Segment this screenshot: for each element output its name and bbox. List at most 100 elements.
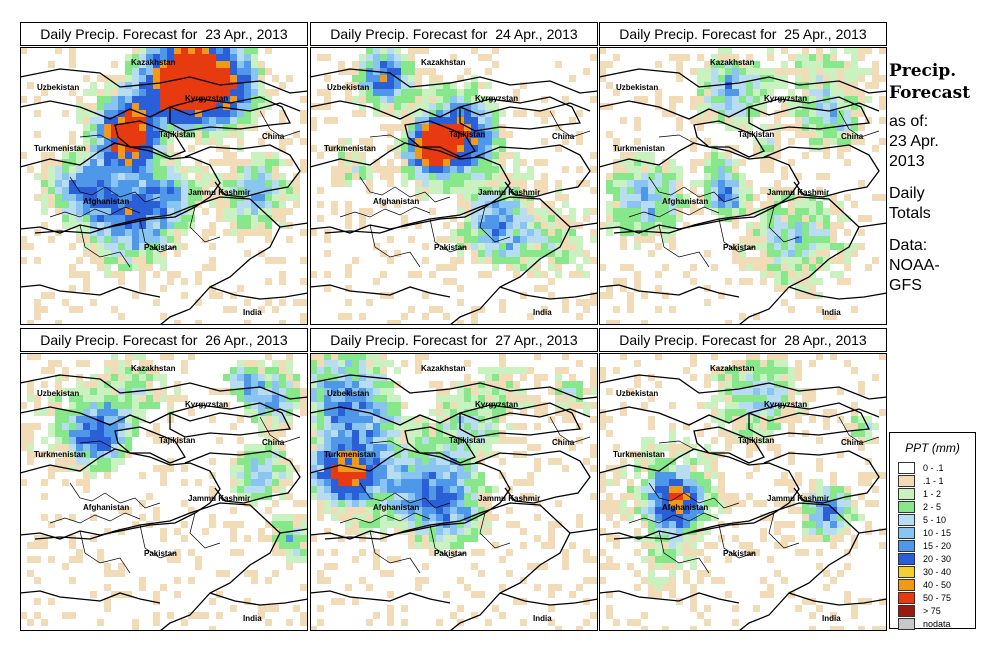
- precip-cell: [359, 479, 366, 486]
- precip-cell: [48, 423, 55, 430]
- precip-cell: [837, 75, 844, 82]
- precip-cell: [76, 451, 83, 458]
- precip-cell: [279, 187, 286, 194]
- precip-cell: [485, 173, 492, 180]
- precip-cell: [492, 215, 499, 222]
- precip-cell: [662, 486, 669, 493]
- map-label: Kyrgyzstan: [764, 94, 807, 103]
- precip-cell: [230, 292, 237, 299]
- precip-cell: [634, 187, 641, 194]
- precip-cell: [732, 180, 739, 187]
- precip-cell: [76, 166, 83, 173]
- precip-cell: [394, 96, 401, 103]
- precip-cell: [125, 395, 132, 402]
- precip-cell: [387, 451, 394, 458]
- precip-cell: [809, 264, 816, 271]
- precip-cell: [272, 437, 279, 444]
- precip-cell: [118, 82, 125, 89]
- precip-cell: [471, 152, 478, 159]
- precip-cell: [174, 236, 181, 243]
- precip-cell: [669, 465, 676, 472]
- precip-cell: [265, 166, 272, 173]
- precip-cell: [492, 257, 499, 264]
- precip-cell: [450, 402, 457, 409]
- precip-cell: [76, 110, 83, 117]
- precip-cell: [662, 500, 669, 507]
- precip-cell: [704, 451, 711, 458]
- precip-cell: [711, 173, 718, 180]
- map-label: Uzbekistan: [616, 83, 658, 92]
- precip-cell: [746, 264, 753, 271]
- precip-cell: [541, 374, 548, 381]
- precip-cell: [534, 236, 541, 243]
- legend-label: 15 - 20: [923, 540, 952, 551]
- precip-cell: [83, 180, 90, 187]
- precip-cell: [527, 563, 534, 570]
- precip-cell: [548, 528, 555, 535]
- precip-cell: [739, 180, 746, 187]
- border-line: [279, 528, 308, 534]
- precip-cell: [767, 250, 774, 257]
- precip-cell: [760, 103, 767, 110]
- precip-cell: [781, 374, 788, 381]
- precip-cell: [97, 159, 104, 166]
- precip-cell: [781, 194, 788, 201]
- precip-cell: [223, 75, 230, 82]
- precip-cell: [125, 437, 132, 444]
- precip-cell: [816, 437, 823, 444]
- precip-cell: [534, 458, 541, 465]
- precip-cell: [590, 229, 597, 236]
- precip-cell: [223, 61, 230, 68]
- precip-cell: [209, 458, 216, 465]
- precip-cell: [345, 584, 352, 591]
- precip-cell: [324, 96, 331, 103]
- precip-cell: [485, 145, 492, 152]
- precip-cell: [711, 472, 718, 479]
- precip-cell: [788, 374, 795, 381]
- precip-cell: [380, 166, 387, 173]
- precip-cell: [352, 500, 359, 507]
- precip-cell: [293, 187, 300, 194]
- precip-cell: [62, 388, 69, 395]
- precip-cell: [725, 381, 732, 388]
- precip-cell: [753, 229, 760, 236]
- precip-cell: [422, 313, 429, 320]
- precip-cell: [34, 402, 41, 409]
- precip-cell: [443, 180, 450, 187]
- precip-cell: [513, 395, 520, 402]
- precip-cell: [48, 173, 55, 180]
- precip-cell: [408, 458, 415, 465]
- precip-cell: [837, 451, 844, 458]
- precip-cell: [394, 514, 401, 521]
- precip-cell: [457, 402, 464, 409]
- precip-cell: [802, 82, 809, 89]
- precip-cell: [251, 103, 258, 110]
- precip-cell: [865, 264, 872, 271]
- precip-cell: [272, 486, 279, 493]
- panel-title: Daily Precip. Forecast for 24 Apr., 2013: [310, 22, 598, 46]
- precip-cell: [41, 451, 48, 458]
- precip-cell: [429, 89, 436, 96]
- precip-cell: [464, 409, 471, 416]
- precip-cell: [527, 201, 534, 208]
- precip-cell: [732, 208, 739, 215]
- precip-cell: [662, 465, 669, 472]
- precip-cell: [669, 493, 676, 500]
- precip-cell: [746, 381, 753, 388]
- precip-cell: [837, 528, 844, 535]
- precip-cell: [879, 117, 886, 124]
- precip-cell: [139, 194, 146, 201]
- precip-cell: [97, 243, 104, 250]
- precip-cell: [394, 138, 401, 145]
- precip-cell: [774, 374, 781, 381]
- precip-cell: [251, 180, 258, 187]
- precip-cell: [209, 201, 216, 208]
- precip-cell: [478, 145, 485, 152]
- precip-cell: [125, 367, 132, 374]
- precip-cell: [641, 514, 648, 521]
- precip-cell: [823, 61, 830, 68]
- precip-cell: [223, 187, 230, 194]
- precip-cell: [478, 117, 485, 124]
- precip-cell: [795, 472, 802, 479]
- precip-cell: [310, 416, 317, 423]
